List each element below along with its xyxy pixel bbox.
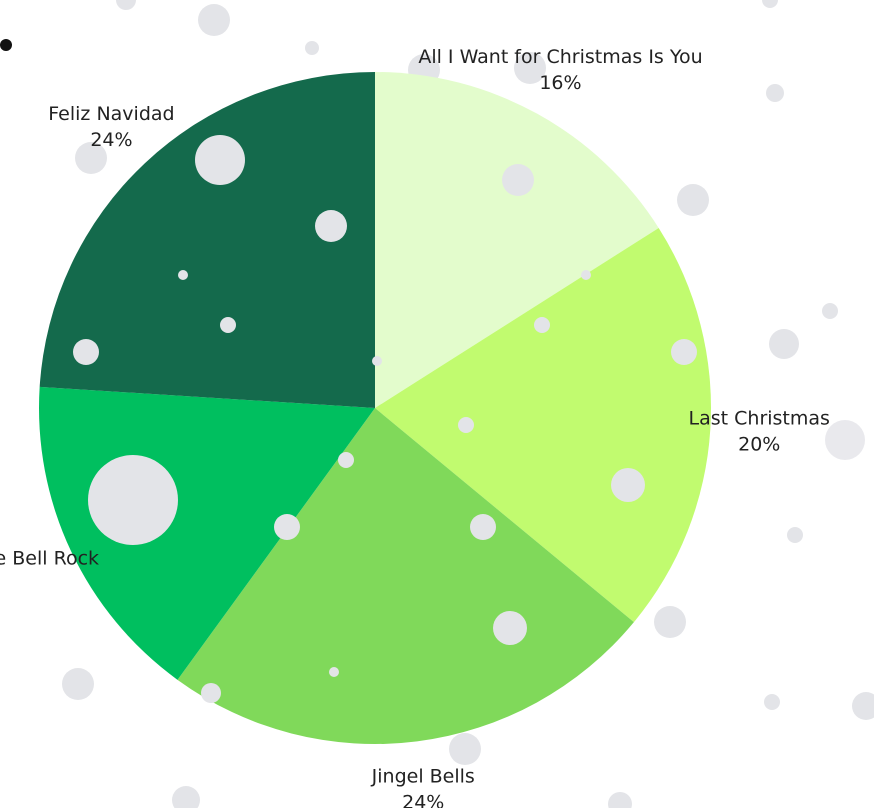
pie-slice [177,408,634,744]
pie-slice [375,227,711,623]
slice-value-label: 24% [90,129,132,151]
slice-label: Last Christmas [689,408,830,430]
pie-slice [39,72,375,408]
dot [0,39,12,51]
snow-decoration [62,0,874,808]
slice-label: Feliz Navidad [48,103,174,125]
slice-label: All I Want for Christmas Is You [418,46,702,68]
pie [39,72,711,744]
pie-slice [375,72,659,408]
slice-value-label: 20% [738,434,780,456]
snow-overlay [73,52,865,765]
slice-label: Jingle Bell Rock [0,547,99,569]
slice-value-label: 24% [402,791,444,808]
slice-label: Jingel Bells [371,765,475,787]
slice-value-label: 16% [539,72,581,94]
